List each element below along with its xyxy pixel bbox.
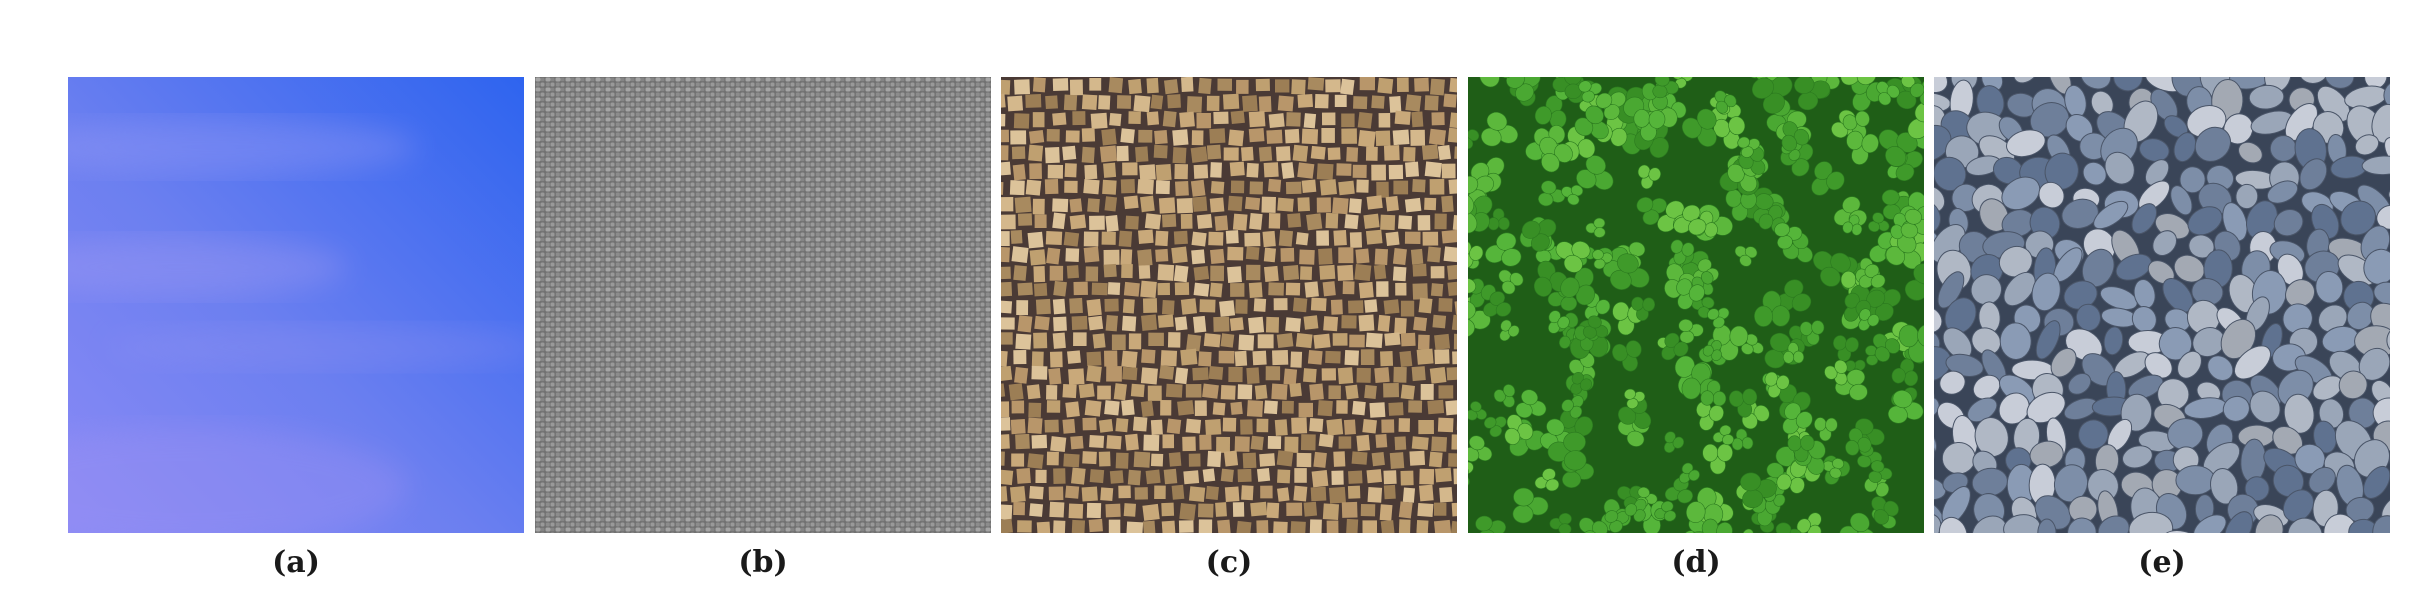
woven-fabric-texture bbox=[535, 77, 991, 533]
stone-mosaic-texture bbox=[1001, 77, 1457, 533]
texture-panel-b-woven-fabric bbox=[535, 77, 991, 533]
clover-texture bbox=[1468, 77, 1924, 533]
pebbles-texture bbox=[1934, 77, 2390, 533]
texture-panel-e-pebbles bbox=[1934, 77, 2390, 533]
texture-panel-c-stone-mosaic bbox=[1001, 77, 1457, 533]
caption-a: (a) bbox=[68, 548, 524, 578]
caption-d: (d) bbox=[1468, 548, 1924, 578]
texture-panel-a-blue-sky bbox=[68, 77, 524, 533]
caption-e: (e) bbox=[1934, 548, 2390, 578]
texture-panel-d-clover bbox=[1468, 77, 1924, 533]
caption-b: (b) bbox=[535, 548, 991, 578]
caption-c: (c) bbox=[1001, 548, 1457, 578]
blue-sky-texture bbox=[68, 77, 524, 533]
